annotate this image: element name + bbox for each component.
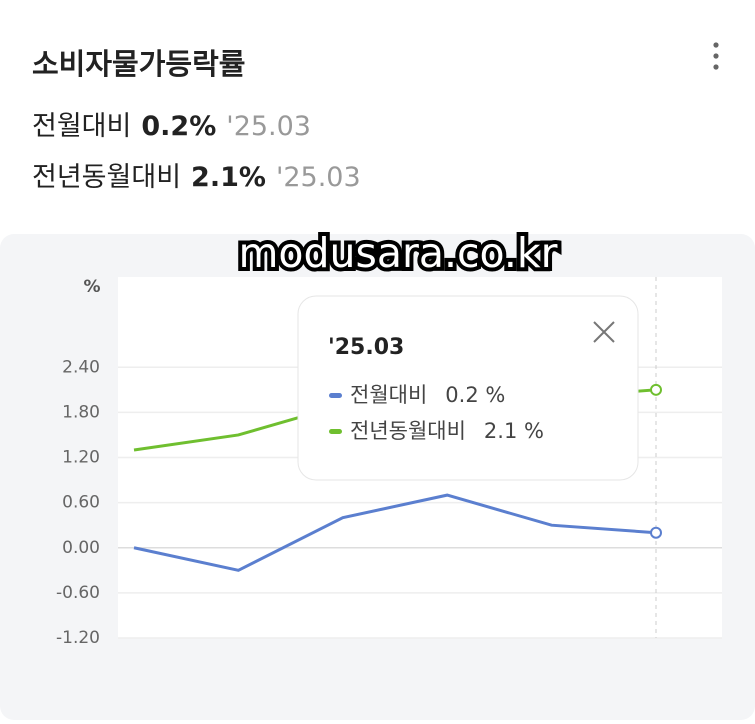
plot: -1.20-0.600.000.601.201.802.40'24.10'24.… [56, 277, 722, 648]
tooltip-title: '25.03 [328, 335, 404, 360]
watermark: modusara.co.kr [234, 225, 561, 281]
tooltip-box [297, 295, 639, 481]
y-tick-label: -1.20 [56, 628, 100, 648]
tooltip-row: 전월대비 0.2 % [350, 383, 505, 407]
series-line [133, 493, 657, 572]
legend-swatch [329, 429, 342, 434]
menu-button[interactable] [713, 42, 719, 70]
point-marker [650, 383, 662, 396]
tooltip: '25.03 전월대비 0.2 % 전년동월대비 2.1 % [297, 295, 639, 481]
y-tick-label: 1.80 [62, 402, 100, 422]
y-tick-label: 1.20 [62, 448, 100, 468]
y-tick-label: -0.60 [56, 583, 100, 603]
summary-row: 전년동월대비 2.1% '25.03 [32, 162, 361, 193]
watermark-text: modusara.co.kr [238, 229, 557, 277]
y-tick-label: 0.60 [62, 493, 100, 513]
title: 소비자물가등락률 [32, 47, 245, 81]
summary-row: 전월대비 0.2% '25.03 [32, 111, 311, 142]
legend-swatch [329, 393, 342, 398]
y-tick-label: 2.40 [62, 357, 100, 377]
close-button[interactable] [593, 321, 615, 343]
y-tick-label: 0.00 [62, 538, 100, 558]
tooltip-row: 전년동월대비 2.1 % [350, 419, 544, 443]
point-marker [650, 526, 662, 539]
y-unit: % [83, 277, 100, 297]
